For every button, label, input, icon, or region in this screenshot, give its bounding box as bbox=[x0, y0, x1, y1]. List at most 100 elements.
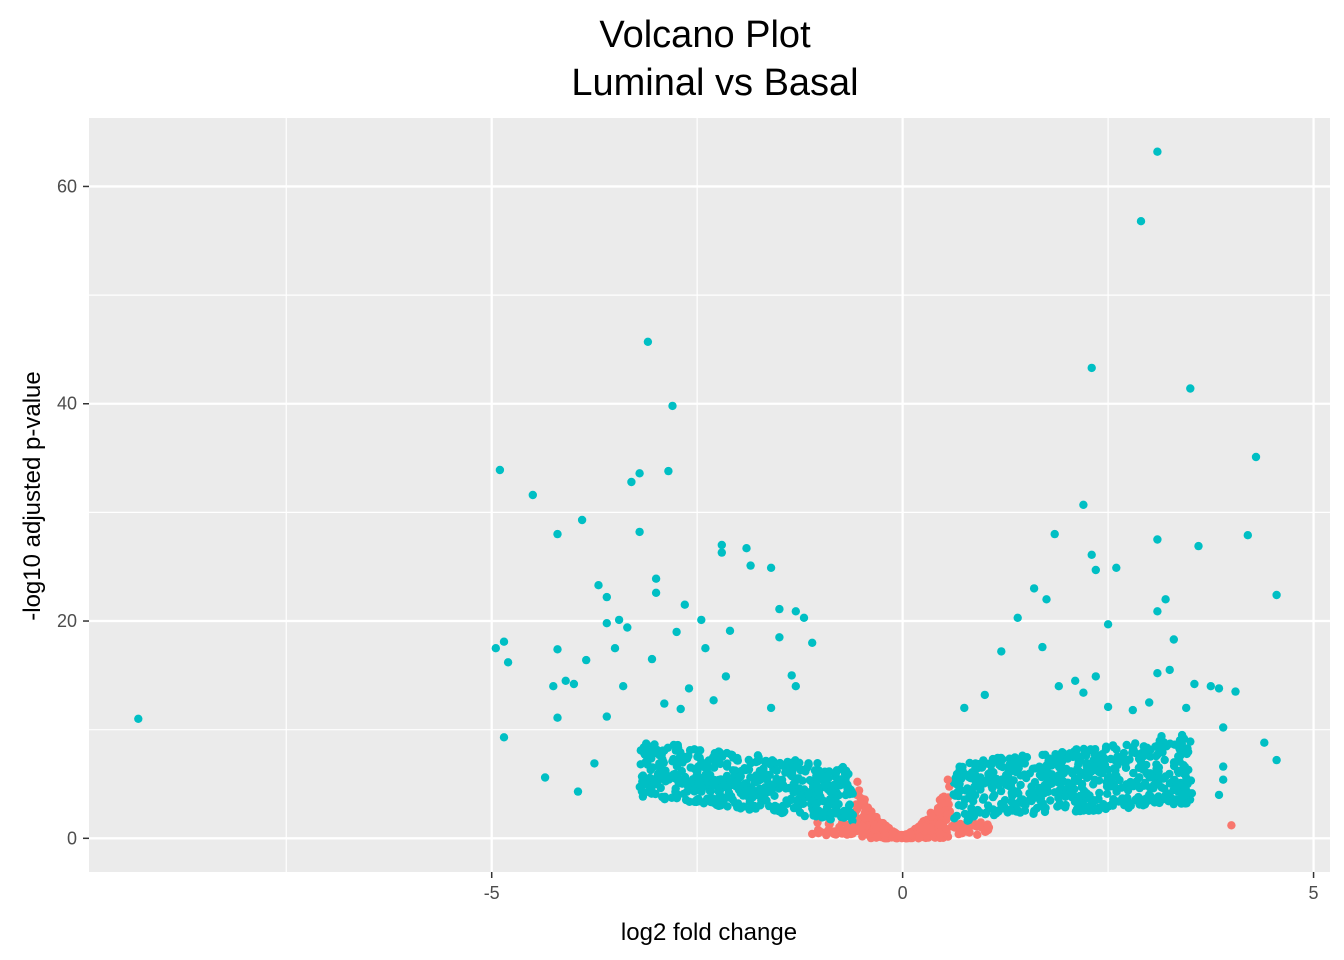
minor-gridlines bbox=[89, 118, 1330, 872]
data-point bbox=[1126, 777, 1135, 787]
data-point bbox=[878, 824, 888, 834]
data-point bbox=[1006, 779, 1016, 788]
data-point bbox=[834, 791, 843, 800]
data-point bbox=[672, 794, 681, 803]
data-point bbox=[668, 757, 677, 766]
data-point bbox=[685, 797, 694, 806]
data-point bbox=[659, 757, 668, 766]
data-point bbox=[769, 780, 778, 789]
data-point bbox=[1071, 676, 1080, 685]
data-point bbox=[1142, 768, 1151, 777]
data-point bbox=[1144, 796, 1153, 805]
data-point bbox=[1154, 767, 1163, 776]
data-point bbox=[676, 704, 685, 714]
data-point bbox=[814, 787, 823, 796]
data-point bbox=[988, 805, 998, 814]
data-point bbox=[746, 561, 755, 570]
data-point bbox=[1073, 774, 1083, 784]
data-point bbox=[1165, 769, 1174, 779]
data-point bbox=[1101, 742, 1111, 751]
data-point bbox=[826, 815, 835, 824]
data-point bbox=[748, 793, 757, 802]
data-point bbox=[726, 777, 735, 787]
data-point bbox=[1177, 799, 1186, 808]
data-point bbox=[1128, 743, 1137, 752]
data-point bbox=[1143, 745, 1152, 754]
data-point bbox=[1044, 754, 1054, 763]
data-point bbox=[823, 771, 832, 780]
data-point bbox=[853, 777, 862, 786]
data-point bbox=[849, 823, 858, 832]
data-point bbox=[1164, 797, 1173, 806]
data-point bbox=[1059, 769, 1069, 778]
data-point bbox=[838, 762, 848, 772]
data-point bbox=[1182, 776, 1192, 786]
data-point bbox=[1111, 770, 1120, 779]
data-point bbox=[1181, 768, 1190, 778]
data-point bbox=[956, 786, 966, 795]
data-point bbox=[701, 644, 710, 653]
data-point bbox=[809, 807, 818, 816]
data-point bbox=[1016, 780, 1025, 790]
data-point bbox=[1182, 703, 1191, 713]
data-point bbox=[1061, 803, 1070, 812]
data-point bbox=[861, 803, 870, 813]
data-point bbox=[1206, 682, 1216, 691]
data-point bbox=[602, 592, 611, 602]
data-point bbox=[1079, 688, 1088, 697]
data-point bbox=[1153, 147, 1162, 156]
data-point bbox=[693, 752, 702, 761]
data-point bbox=[499, 733, 509, 742]
data-point bbox=[1012, 762, 1022, 771]
data-point bbox=[755, 801, 765, 810]
data-point bbox=[766, 703, 776, 713]
data-point bbox=[827, 808, 836, 817]
data-point bbox=[1103, 702, 1113, 712]
data-point bbox=[858, 828, 867, 837]
data-point bbox=[1057, 779, 1066, 788]
data-point bbox=[1153, 607, 1162, 616]
data-point bbox=[726, 750, 736, 759]
data-point bbox=[709, 763, 719, 772]
data-point bbox=[714, 787, 723, 796]
data-point bbox=[805, 776, 814, 785]
data-point bbox=[853, 804, 862, 813]
data-point bbox=[835, 822, 844, 832]
data-point bbox=[1114, 797, 1123, 806]
data-point bbox=[643, 337, 653, 346]
data-point bbox=[1006, 805, 1015, 814]
data-point bbox=[1089, 780, 1098, 789]
data-point bbox=[972, 781, 981, 790]
data-point bbox=[812, 799, 822, 808]
data-point bbox=[1112, 563, 1121, 572]
data-point bbox=[1124, 803, 1133, 813]
data-point bbox=[974, 775, 983, 784]
data-point bbox=[1152, 760, 1161, 769]
data-point bbox=[826, 796, 835, 805]
data-point bbox=[1070, 797, 1080, 806]
data-point bbox=[798, 776, 807, 785]
data-point bbox=[641, 757, 650, 767]
data-point bbox=[1044, 769, 1053, 778]
data-point bbox=[1019, 799, 1028, 808]
data-point bbox=[740, 764, 749, 773]
data-point bbox=[1040, 803, 1049, 813]
data-point bbox=[1091, 745, 1100, 754]
data-point bbox=[1231, 687, 1240, 696]
data-point bbox=[1102, 782, 1112, 791]
y-tick-label: 0 bbox=[67, 828, 77, 848]
data-point bbox=[955, 766, 965, 775]
data-point bbox=[756, 787, 766, 796]
data-point bbox=[602, 619, 611, 628]
data-point bbox=[1153, 669, 1162, 678]
data-point bbox=[495, 465, 505, 475]
data-point bbox=[708, 778, 718, 788]
data-point bbox=[1046, 796, 1055, 805]
data-point bbox=[684, 751, 693, 761]
data-point bbox=[1174, 768, 1183, 778]
data-point bbox=[637, 787, 647, 796]
data-point bbox=[647, 654, 657, 664]
data-point bbox=[970, 821, 980, 830]
data-point bbox=[1272, 590, 1281, 600]
